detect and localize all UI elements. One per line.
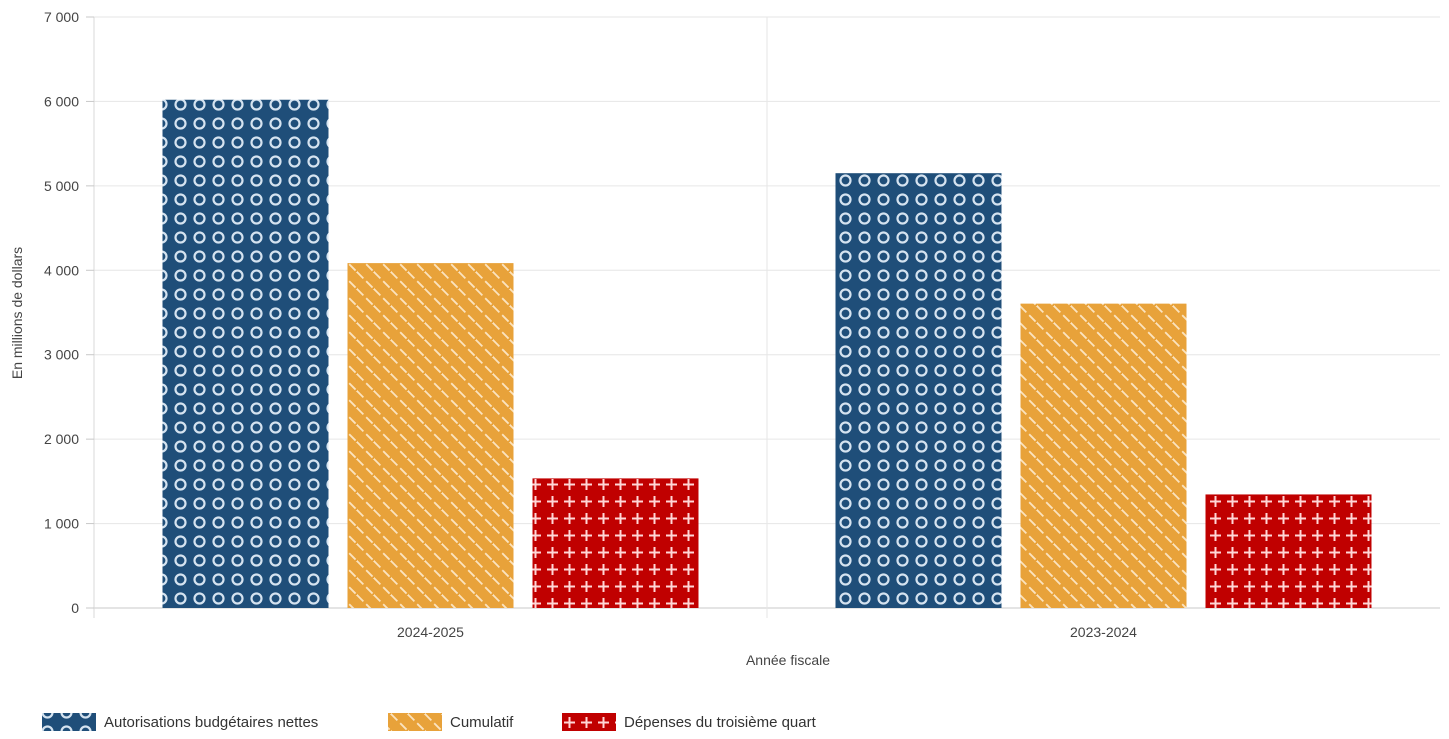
legend-label: Dépenses du troisième quart <box>624 714 817 731</box>
y-tick-label: 5 000 <box>44 178 79 194</box>
y-tick-label: 0 <box>71 600 79 616</box>
bar-cumulatif-2024-2025[interactable] <box>347 263 514 608</box>
x-axis-ticks: 2024-2025 2023-2024 <box>397 624 1137 640</box>
legend-swatch <box>388 713 442 731</box>
bar-cumulatif-2023-2024[interactable] <box>1020 303 1187 608</box>
legend-label: Autorisations budgétaires nettes <box>104 714 318 731</box>
y-tick-label: 6 000 <box>44 93 79 109</box>
x-tick-label: 2023-2024 <box>1070 624 1137 640</box>
x-tick-label: 2024-2025 <box>397 624 464 640</box>
legend: Autorisations budgétaires nettes Cumulati… <box>42 713 817 731</box>
bar-autorisations-2024-2025[interactable] <box>162 99 329 609</box>
bar-depenses-2024-2025[interactable] <box>532 478 699 608</box>
y-tick-label: 1 000 <box>44 516 79 532</box>
legend-item[interactable]: Dépenses du troisième quart <box>562 713 817 731</box>
legend-item[interactable]: Cumulatif <box>388 713 514 731</box>
bar-autorisations-2023-2024[interactable] <box>835 173 1002 608</box>
y-tick-label: 3 000 <box>44 347 79 363</box>
bar-depenses-2023-2024[interactable] <box>1205 494 1372 608</box>
x-axis-title: Année fiscale <box>746 652 830 668</box>
bars <box>162 99 1372 609</box>
y-tick-label: 4 000 <box>44 262 79 278</box>
y-tick-label: 2 000 <box>44 431 79 447</box>
y-axis-ticks: 0 1 000 2 000 3 000 4 000 5 000 6 000 7 000 <box>44 9 94 616</box>
y-tick-label: 7 000 <box>44 9 79 25</box>
y-axis-title: En millions de dollars <box>9 247 25 379</box>
legend-label: Cumulatif <box>450 714 514 731</box>
legend-item[interactable]: Autorisations budgétaires nettes <box>42 713 318 731</box>
legend-swatch <box>562 713 616 731</box>
legend-swatch <box>42 713 96 731</box>
